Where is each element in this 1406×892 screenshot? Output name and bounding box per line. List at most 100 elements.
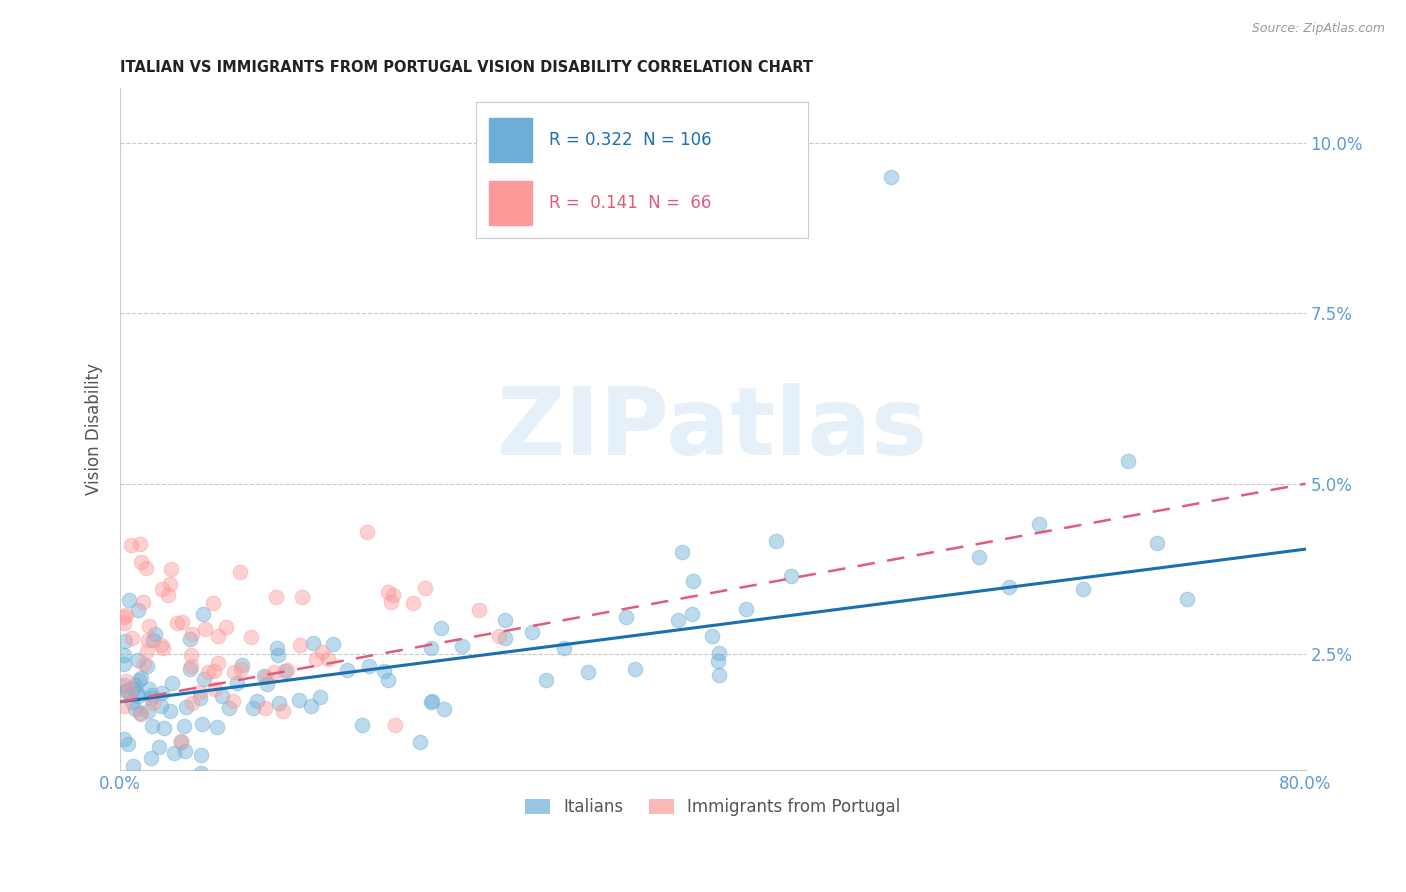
Point [380, 595, 402, 609]
Point [382, 588, 405, 602]
Point [114, 608, 136, 623]
Point [202, 596, 225, 610]
Point [263, 665, 285, 679]
Point [174, 699, 197, 714]
Point [624, 662, 647, 676]
Point [765, 534, 787, 549]
Point [131, 595, 153, 609]
Point [197, 665, 219, 680]
Point [707, 654, 730, 668]
Point [273, 664, 295, 678]
Point [302, 636, 325, 650]
Point [267, 648, 290, 662]
Point [160, 562, 183, 576]
Point [352, 717, 374, 731]
Point [242, 701, 264, 715]
Point [879, 169, 901, 184]
Point [160, 676, 183, 690]
Text: ZIPatlas: ZIPatlas [498, 384, 928, 475]
Point [150, 686, 173, 700]
Point [534, 673, 557, 688]
Point [204, 681, 226, 696]
Point [139, 690, 162, 705]
Point [122, 682, 145, 697]
Point [222, 694, 245, 708]
Point [553, 640, 575, 655]
Point [668, 613, 690, 627]
Point [305, 652, 328, 666]
Point [188, 691, 211, 706]
Point [254, 670, 277, 684]
Point [112, 615, 135, 630]
Point [135, 561, 157, 575]
Point [707, 646, 730, 660]
Point [228, 565, 250, 579]
Point [205, 720, 228, 734]
Point [139, 750, 162, 764]
Point [384, 718, 406, 732]
Point [142, 696, 165, 710]
Point [998, 580, 1021, 594]
Y-axis label: Vision Disability: Vision Disability [86, 363, 103, 495]
Point [433, 702, 456, 716]
Point [138, 681, 160, 696]
Point [127, 653, 149, 667]
Point [450, 639, 472, 653]
Point [188, 685, 211, 699]
Point [233, 788, 256, 802]
Point [173, 719, 195, 733]
Point [309, 690, 332, 704]
Point [253, 669, 276, 683]
Point [115, 683, 138, 698]
Point [112, 731, 135, 746]
Point [311, 645, 333, 659]
Point [190, 765, 212, 780]
Point [522, 624, 544, 639]
Point [1116, 454, 1139, 468]
Point [1028, 516, 1050, 531]
Point [288, 693, 311, 707]
Point [170, 733, 193, 747]
Point [121, 631, 143, 645]
Point [112, 678, 135, 692]
Point [115, 673, 138, 688]
Point [180, 696, 202, 710]
Point [159, 577, 181, 591]
Point [709, 668, 731, 682]
Point [191, 607, 214, 621]
Point [336, 663, 359, 677]
Point [163, 746, 186, 760]
Point [112, 648, 135, 662]
Point [124, 702, 146, 716]
Text: ITALIAN VS IMMIGRANTS FROM PORTUGAL VISION DISABILITY CORRELATION CHART: ITALIAN VS IMMIGRANTS FROM PORTUGAL VISI… [120, 60, 813, 75]
Text: Source: ZipAtlas.com: Source: ZipAtlas.com [1251, 22, 1385, 36]
Point [152, 721, 174, 735]
Point [129, 671, 152, 685]
Point [231, 662, 253, 676]
Point [267, 696, 290, 710]
Point [1071, 582, 1094, 596]
Point [143, 627, 166, 641]
Point [316, 652, 339, 666]
Point [179, 632, 201, 647]
Point [127, 689, 149, 703]
Point [377, 585, 399, 599]
Point [180, 659, 202, 673]
Point [211, 690, 233, 704]
Point [681, 607, 703, 621]
Point [118, 684, 141, 698]
Point [356, 524, 378, 539]
Point [402, 596, 425, 610]
Point [159, 705, 181, 719]
Legend: Italians, Immigrants from Portugal: Italians, Immigrants from Portugal [519, 792, 907, 823]
Point [125, 685, 148, 699]
Point [322, 636, 344, 650]
Point [172, 615, 194, 629]
Point [616, 610, 638, 624]
Point [239, 630, 262, 644]
Point [150, 638, 173, 652]
Point [222, 665, 245, 680]
Point [494, 613, 516, 627]
Point [128, 537, 150, 551]
Point [207, 629, 229, 643]
